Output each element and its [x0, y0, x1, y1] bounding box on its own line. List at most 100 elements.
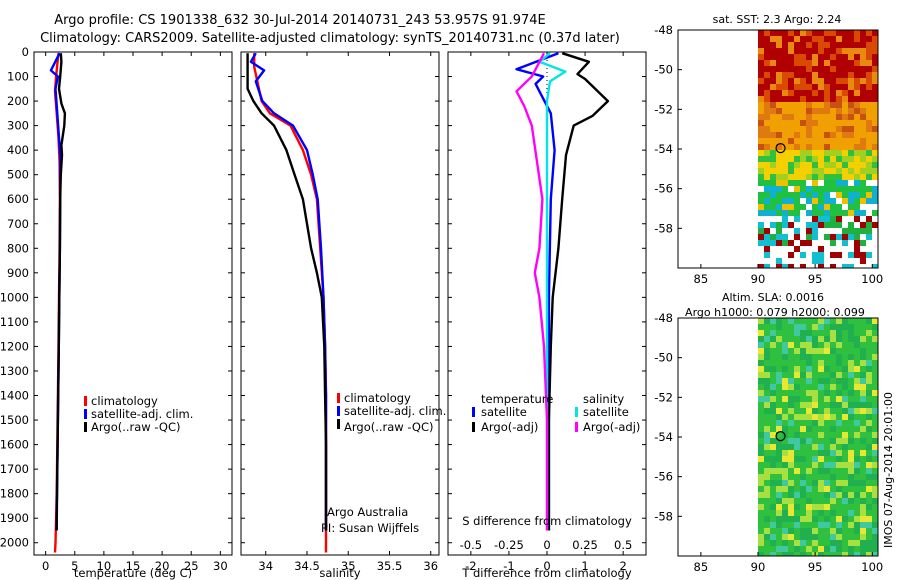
map-cell	[758, 390, 764, 396]
map-cell	[806, 48, 812, 54]
map-cell	[758, 432, 764, 438]
map-cell	[776, 408, 782, 414]
map-cell	[812, 546, 818, 552]
map-cell	[818, 78, 824, 84]
map-cell	[788, 456, 794, 462]
map-cell	[836, 180, 842, 186]
map-cell	[836, 246, 842, 252]
map-cell	[854, 540, 860, 546]
map-cell	[812, 180, 818, 186]
map-cell	[860, 546, 866, 552]
map-cell	[842, 396, 848, 402]
map-cell	[794, 48, 800, 54]
map-cell	[806, 360, 812, 366]
map-cell	[824, 66, 830, 72]
map-cell	[788, 252, 794, 258]
map-cell	[872, 120, 878, 126]
map-cell	[842, 60, 848, 66]
map-cell	[866, 216, 872, 222]
map-cell	[758, 126, 764, 132]
map-cell	[800, 444, 806, 450]
legend-swatch-argo	[337, 419, 340, 429]
map-cell	[782, 132, 788, 138]
map-cell	[842, 150, 848, 156]
map-cell	[818, 216, 824, 222]
map-cell	[806, 420, 812, 426]
map-cell	[794, 426, 800, 432]
map-cell	[782, 498, 788, 504]
map-cell	[782, 354, 788, 360]
map-cell	[848, 36, 854, 42]
map-cell	[860, 540, 866, 546]
map-cell	[806, 504, 812, 510]
map-cell	[758, 240, 764, 246]
map-cell	[770, 408, 776, 414]
map-cell	[782, 534, 788, 540]
map-cell	[782, 336, 788, 342]
map-cell	[836, 204, 842, 210]
map-cell	[806, 546, 812, 552]
map-cell	[842, 540, 848, 546]
map-cell	[818, 450, 824, 456]
map-cell	[770, 222, 776, 228]
map-cell	[794, 174, 800, 180]
map-cell	[824, 510, 830, 516]
map-cell	[872, 54, 878, 60]
map-cell	[800, 204, 806, 210]
map-cell	[830, 246, 836, 252]
x-tick-label: 2	[619, 559, 626, 573]
map-cell	[806, 204, 812, 210]
map-cell	[824, 456, 830, 462]
map-cell	[758, 150, 764, 156]
map-cell	[836, 336, 842, 342]
map-cell	[842, 96, 848, 102]
map-cell	[758, 462, 764, 468]
map-cell	[818, 138, 824, 144]
map-cell	[854, 132, 860, 138]
map-cell	[860, 84, 866, 90]
map-cell	[800, 342, 806, 348]
map-cell	[758, 258, 764, 264]
map-cell	[824, 540, 830, 546]
map-cell	[782, 156, 788, 162]
map-cell	[824, 330, 830, 336]
map-cell	[782, 480, 788, 486]
map-cell	[854, 492, 860, 498]
map-cell	[842, 504, 848, 510]
map-cell	[758, 324, 764, 330]
map-cell	[830, 162, 836, 168]
map-cell	[782, 240, 788, 246]
map-cell	[854, 438, 860, 444]
map-cell	[800, 492, 806, 498]
map-cell	[776, 36, 782, 42]
map-cell	[770, 138, 776, 144]
map-cell	[866, 432, 872, 438]
map-cell	[776, 84, 782, 90]
map-cell	[866, 318, 872, 324]
map-cell	[764, 156, 770, 162]
map-cell	[836, 450, 842, 456]
map-cell	[818, 486, 824, 492]
map-cell	[848, 414, 854, 420]
map-cell	[800, 456, 806, 462]
map-cell	[860, 432, 866, 438]
map-cell	[854, 534, 860, 540]
map-cell	[794, 198, 800, 204]
map-cell	[782, 210, 788, 216]
map-cell	[758, 540, 764, 546]
map-cell	[794, 366, 800, 372]
map-cell	[806, 84, 812, 90]
map-cell	[806, 228, 812, 234]
map-cell	[854, 420, 860, 426]
map-cell	[836, 210, 842, 216]
map-cell	[842, 432, 848, 438]
map-cell	[866, 222, 872, 228]
map-cell	[836, 144, 842, 150]
map-cell	[872, 78, 878, 84]
series-line-climatology	[252, 53, 328, 553]
map-cell	[818, 384, 824, 390]
map-cell	[770, 120, 776, 126]
map-cell	[764, 42, 770, 48]
map-cell	[836, 258, 842, 264]
map-cell	[800, 474, 806, 480]
